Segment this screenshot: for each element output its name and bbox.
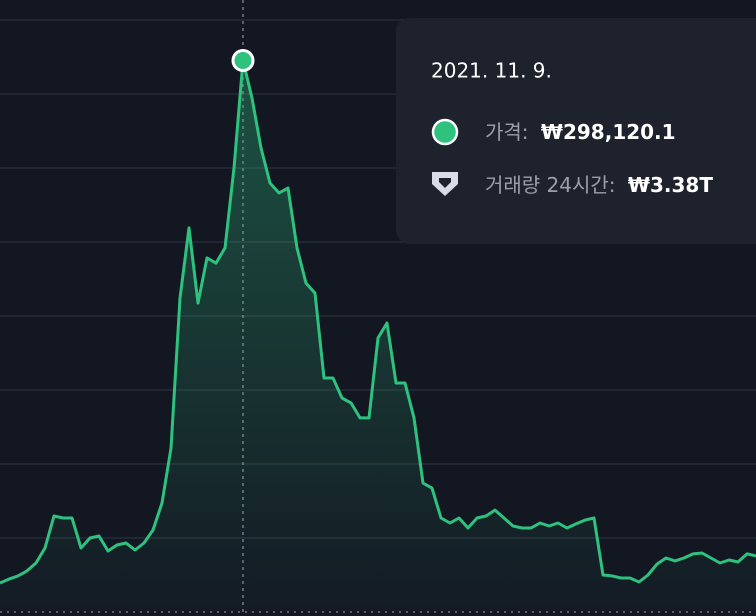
area-fill: [0, 60, 756, 612]
tooltip-box: [396, 18, 756, 244]
price-value: ₩298,120.1: [541, 120, 676, 144]
volume-value: ₩3.38T: [628, 173, 713, 197]
volume-icon-inner: [439, 178, 451, 188]
tooltip: 2021. 11. 9. 가격: ₩298,120.1 거래량 24시간: ₩3…: [396, 18, 756, 244]
tooltip-price-row: 가격: ₩298,120.1: [485, 120, 676, 144]
price-line: [0, 59, 756, 585]
price-icon: [431, 118, 459, 146]
volume-label: 거래량 24시간:: [485, 173, 616, 197]
tooltip-volume-row: 거래량 24시간: ₩3.38T: [485, 173, 713, 197]
hover-point: [231, 48, 255, 72]
tooltip-date: 2021. 11. 9.: [431, 59, 552, 83]
price-label: 가격:: [485, 120, 529, 144]
